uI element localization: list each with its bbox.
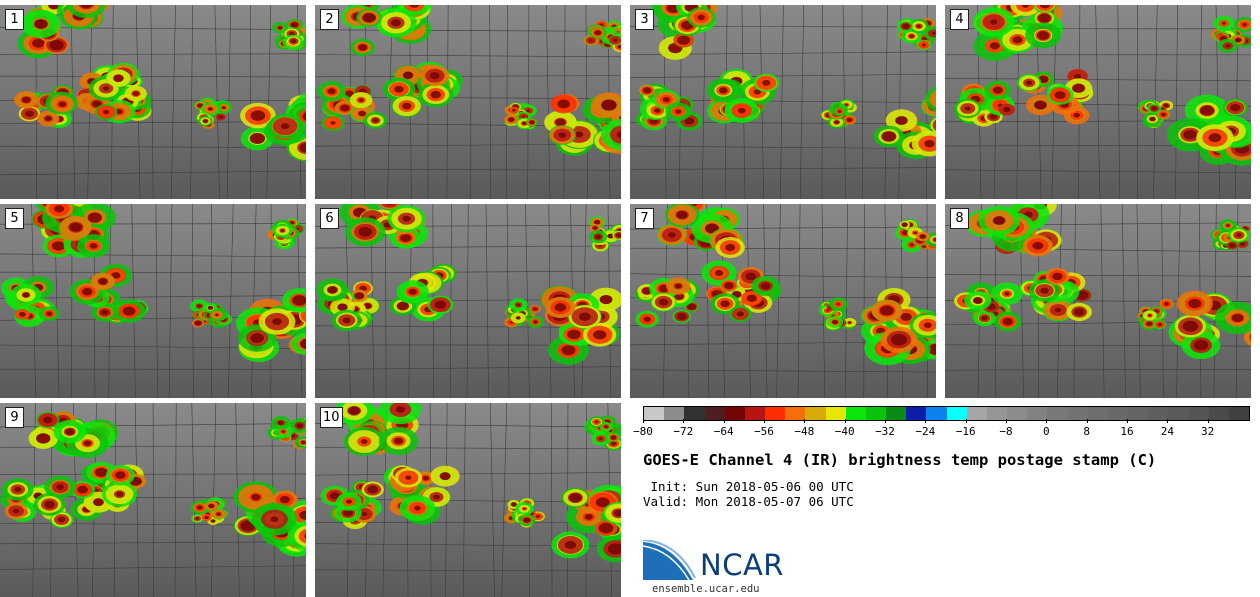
satellite-image — [630, 204, 936, 398]
member-number: 3 — [635, 9, 654, 30]
colorbar-bin — [765, 407, 786, 420]
satellite-image — [315, 204, 621, 398]
figure-title: GOES-E Channel 4 (IR) brightness temp po… — [643, 451, 1157, 469]
colorbar-tick-label: −48 — [794, 425, 815, 438]
postage-stamp-panel: 3 — [630, 5, 936, 199]
colorbar-bin — [805, 407, 826, 420]
colorbar-bin — [1148, 407, 1169, 420]
colorbar-bin — [1208, 407, 1229, 420]
colorbar-bin — [906, 407, 927, 420]
member-number: 1 — [5, 9, 24, 30]
colorbar-bin — [684, 407, 705, 420]
satellite-image — [945, 5, 1251, 199]
colorbar-bin — [865, 407, 887, 420]
satellite-image — [0, 403, 306, 597]
ncar-logo-icon — [643, 540, 696, 581]
member-number: 6 — [320, 208, 339, 229]
colorbar-bin — [825, 407, 846, 420]
logo-wordmark: NCAR — [700, 548, 784, 582]
colorbar-bin — [744, 407, 766, 420]
postage-stamp-panel: 8 — [945, 204, 1251, 398]
postage-stamp-panel: 9 — [0, 403, 306, 597]
colorbar-tick — [764, 419, 765, 423]
colorbar-tick — [844, 419, 846, 423]
colorbar-tick-label: 16 — [1120, 425, 1134, 438]
colorbar-bin — [946, 407, 967, 420]
member-number: 4 — [950, 9, 969, 30]
colorbar-tick-label: −56 — [754, 425, 774, 438]
colorbar-tick — [1006, 419, 1007, 423]
colorbar-bin — [1087, 407, 1108, 420]
colorbar-tick — [1207, 419, 1209, 423]
postage-stamp-panel: 5 — [0, 204, 306, 398]
colorbar-tick — [885, 419, 886, 423]
colorbar-bin — [704, 407, 725, 420]
colorbar-ticks: −80 −72 −64 −56 −48 −40 −32 −24 −16 −8 0 8 16 24 32 — [633, 419, 1248, 443]
colorbar-bin — [1007, 407, 1028, 420]
colorbar-bin — [1228, 407, 1250, 420]
colorbar-tick-label: 32 — [1201, 425, 1215, 438]
colorbar-tick-label: −72 — [673, 425, 694, 438]
postage-stamp-panel: 7 — [630, 204, 936, 398]
init-time: Init: Sun 2018-05-06 00 UTC — [643, 479, 854, 494]
colorbar-tick-label: −24 — [915, 425, 936, 438]
satellite-image — [945, 204, 1251, 398]
satellite-image — [0, 5, 306, 199]
postage-stamp-panel: 6 — [315, 204, 621, 398]
colorbar-bin — [1188, 407, 1209, 420]
colorbar-tick-label: −40 — [834, 425, 855, 438]
colorbar-bin — [1027, 407, 1048, 420]
member-number: 10 — [320, 407, 343, 428]
colorbar-bin — [1168, 407, 1189, 420]
postage-stamp-panel: 2 — [315, 5, 621, 199]
colorbar-bin — [886, 407, 907, 420]
colorbar-bin — [1047, 407, 1068, 420]
colorbar-tick-label: 8 — [1083, 425, 1090, 438]
colorbar-bin — [785, 407, 806, 420]
postage-stamp-panel: 4 — [945, 5, 1251, 199]
colorbar-tick-label: −16 — [955, 425, 976, 438]
colorbar-tick-label: −32 — [875, 425, 895, 438]
member-number: 8 — [950, 208, 969, 229]
colorbar-bin — [1067, 407, 1088, 420]
colorbar-tick-label: −64 — [713, 425, 734, 438]
valid-time: Valid: Mon 2018-05-07 06 UTC — [643, 494, 854, 509]
colorbar-tick — [683, 419, 685, 423]
satellite-image — [630, 5, 936, 199]
colorbar-bin — [1128, 407, 1149, 420]
satellite-image — [315, 5, 621, 199]
colorbar-bin — [724, 407, 745, 420]
satellite-image — [315, 403, 621, 597]
colorbar-bin — [986, 407, 1008, 420]
colorbar-bin — [845, 407, 866, 420]
colorbar-tick-label: 0 — [1043, 425, 1050, 438]
satellite-image — [0, 204, 306, 398]
colorbar-tick — [723, 419, 725, 423]
colorbar-bin — [664, 407, 685, 420]
colorbar-tick — [643, 419, 644, 423]
colorbar-tick — [804, 419, 806, 423]
colorbar-bin — [644, 407, 665, 420]
member-number: 5 — [5, 208, 24, 229]
colorbar-bin — [1107, 407, 1129, 420]
logo-url: ensemble.ucar.edu — [652, 583, 760, 595]
colorbar-tick — [1127, 419, 1128, 423]
member-number: 7 — [635, 208, 654, 229]
colorbar-tick — [1086, 419, 1088, 423]
postage-stamp-panel: 1 — [0, 5, 306, 199]
colorbar-bin — [966, 407, 987, 420]
member-number: 9 — [5, 407, 24, 428]
colorbar-tick — [1046, 419, 1048, 423]
colorbar-tick — [1167, 419, 1169, 423]
colorbar-tick — [965, 419, 967, 423]
postage-stamp-panel: 10 — [315, 403, 621, 597]
colorbar-tick-label: 24 — [1160, 425, 1174, 438]
colorbar-tick — [925, 419, 927, 423]
colorbar — [643, 406, 1250, 421]
colorbar-tick-label: −80 — [633, 425, 653, 438]
colorbar-bin — [926, 407, 947, 420]
colorbar-tick-label: −8 — [999, 425, 1013, 438]
member-number: 2 — [320, 9, 339, 30]
